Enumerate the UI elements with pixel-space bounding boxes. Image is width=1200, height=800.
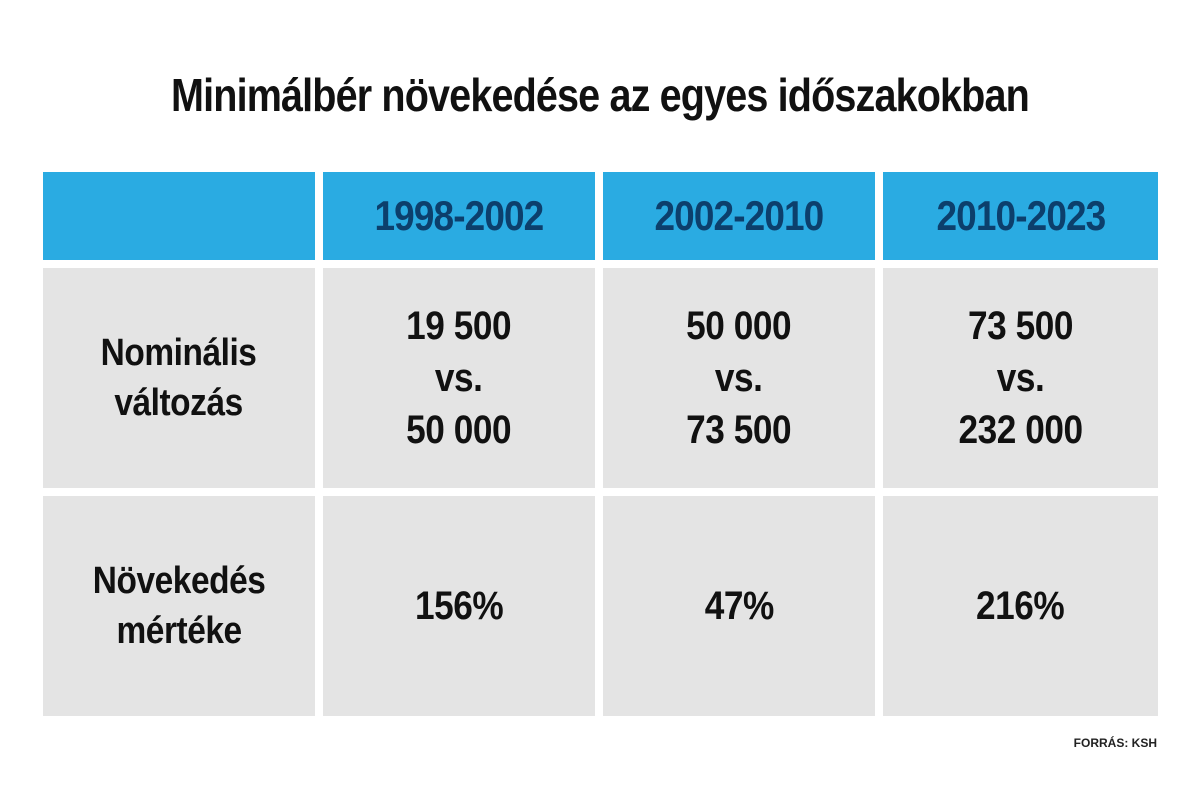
value-from: 19 500 [406, 304, 512, 348]
value-from: 73 500 [967, 304, 1074, 348]
growth-value: 156% [414, 583, 504, 628]
chart-title: Minimálbér növekedése az egyes időszakok… [171, 69, 1030, 121]
growth-rate-cell-2010-2023: 216% [883, 496, 1158, 716]
header-period-2002-2010: 2002-2010 [603, 172, 875, 260]
value-vs: vs. [996, 356, 1045, 400]
header-corner-cell [43, 172, 315, 260]
value-to: 73 500 [686, 408, 792, 452]
row-label-line: változás [114, 382, 244, 424]
value-to: 232 000 [958, 408, 1083, 452]
nominal-change-cell-1998-2002: 19 500 vs. 50 000 [323, 268, 595, 488]
row-label-line: Növekedés [92, 560, 266, 602]
growth-rate-cell-2002-2010: 47% [603, 496, 875, 716]
value-vs: vs. [435, 356, 483, 400]
source-note: FORRÁS: KSH [1073, 736, 1157, 750]
nominal-change-cell-2002-2010: 50 000 vs. 73 500 [603, 268, 875, 488]
row-label-line: mértéke [116, 610, 242, 652]
header-period-2010-2023: 2010-2023 [883, 172, 1158, 260]
header-label: 1998-2002 [374, 192, 545, 239]
value-vs: vs. [715, 356, 763, 400]
growth-rate-cell-1998-2002: 156% [323, 496, 595, 716]
header-period-1998-2002: 1998-2002 [323, 172, 595, 260]
value-from: 50 000 [686, 304, 792, 348]
row-label-line: Nominális [101, 332, 257, 374]
row-label-nominal-change: Nominális változás [43, 268, 315, 488]
growth-value: 47% [704, 583, 774, 628]
growth-value: 216% [976, 583, 1065, 628]
row-label-growth-rate: Növekedés mértéke [43, 496, 315, 716]
header-label: 2010-2023 [936, 192, 1106, 239]
header-label: 2002-2010 [654, 192, 825, 239]
nominal-change-cell-2010-2023: 73 500 vs. 232 000 [883, 268, 1158, 488]
value-to: 50 000 [406, 408, 512, 452]
